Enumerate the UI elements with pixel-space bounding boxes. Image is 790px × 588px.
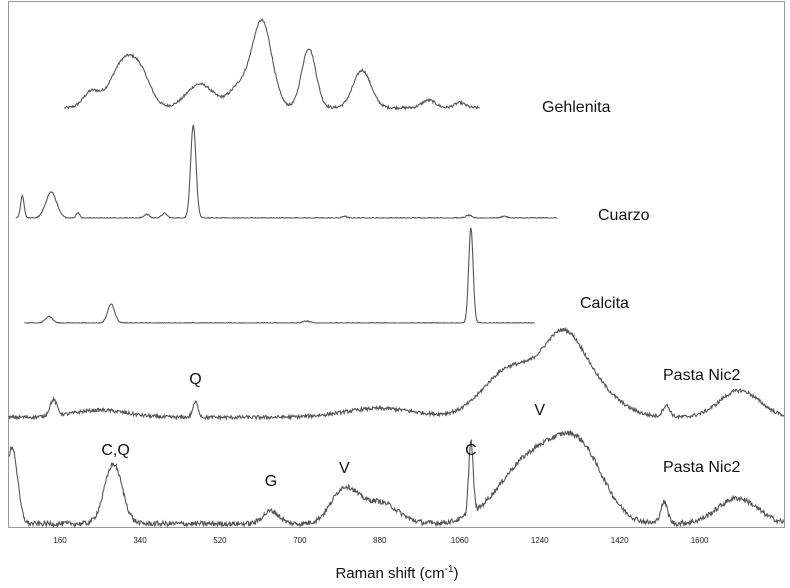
series-labels: Gehlenita Cuarzo Calcita Pasta Nic2 Pasta Ni… <box>542 99 740 476</box>
x-axis-label-sup: -1 <box>445 564 454 575</box>
x-tick-label: 160 <box>53 536 67 545</box>
x-tick-label: 520 <box>213 536 227 545</box>
x-axis-ticks: 160 340 520 700 880 1060 1240 1420 1600 <box>53 536 709 545</box>
series-label-2: Cuarzo <box>598 207 650 224</box>
plot-frame <box>8 1 785 528</box>
peak-annotations: Q V C,Q G V C <box>101 371 545 490</box>
x-axis-label-main: Raman shift (cm <box>335 565 444 582</box>
x-tick-label: 1600 <box>691 536 709 545</box>
peak-annotation-5: V <box>339 460 350 477</box>
x-tick-label: 880 <box>373 536 387 545</box>
x-tick-label: 1240 <box>531 536 549 545</box>
trace-1 <box>64 18 480 111</box>
x-axis-label: Raman shift (cm-1) <box>335 564 458 582</box>
spectra-group <box>8 18 785 529</box>
trace-2 <box>15 124 558 219</box>
x-tick-label: 1420 <box>611 536 629 545</box>
trace-3 <box>24 227 535 324</box>
trace-5 <box>8 429 785 529</box>
peak-annotation-4: G <box>265 473 277 490</box>
peak-annotation-1: Q <box>189 371 201 388</box>
peak-annotation-3: C,Q <box>101 442 129 459</box>
trace-4 <box>8 326 785 422</box>
series-label-4: Pasta Nic2 <box>663 367 740 384</box>
peak-annotation-2: V <box>534 402 545 419</box>
x-tick-label: 1060 <box>451 536 469 545</box>
series-label-5: Pasta Nic2 <box>663 459 740 476</box>
x-tick-label: 340 <box>133 536 147 545</box>
x-tick-label: 700 <box>293 536 307 545</box>
series-label-3: Calcita <box>580 295 629 312</box>
peak-annotation-6: C <box>465 442 477 459</box>
series-label-1: Gehlenita <box>542 99 611 116</box>
x-axis-label-end: ) <box>454 565 459 582</box>
